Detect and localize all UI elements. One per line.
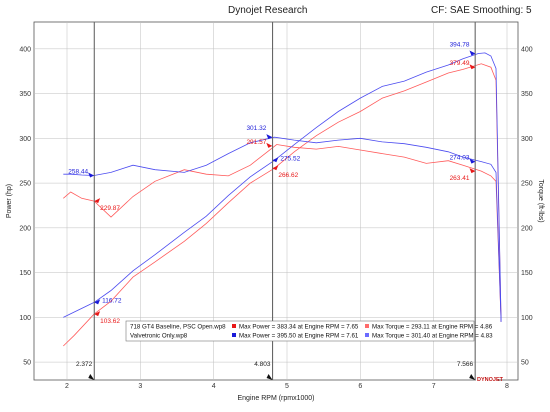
x-tick-label: 7 [432,383,436,390]
legend-swatch-baseline-power [232,324,236,328]
value-marker [88,172,95,178]
y-tick-label-right: 400 [521,46,533,53]
value-marker [272,157,279,163]
y-tick-label-left: 350 [19,91,31,98]
value-marker [94,198,101,204]
rpm-cursors: 2.372 4.803 7.566 [76,22,476,380]
curves [63,52,502,347]
value-label: 301.32 [246,125,266,132]
plot-area [33,21,519,381]
value-label: 229.87 [100,205,120,212]
value-label: 274.03 [450,155,470,162]
y-tick-label-right: 100 [521,315,533,322]
x-tick-label: 2 [65,383,69,390]
legend-run-valvetronic: Valvetronic Only.wp8 [130,333,188,340]
x-axis-label: Engine RPM (rpmx1000) [237,395,314,402]
cursor-marker [266,374,273,380]
value-label: 263.41 [450,175,470,182]
legend-valvetronic-torque: Max Torque = 301.40 at Engine RPM = 4.83 [372,333,493,340]
value-label: 116.72 [102,297,122,304]
cursor-label: 7.566 [457,361,474,368]
x-tick-label: 3 [138,383,142,390]
legend-valvetronic-power: Max Power = 395.50 at Engine RPM = 7.61 [239,333,359,340]
value-label: 275.52 [280,155,300,162]
y-tick-label-left: 400 [19,46,31,53]
legend-swatch-baseline-torque [365,324,369,328]
value-marker [469,50,476,56]
y-tick-label-right: 200 [521,225,533,232]
brand-logo: DYNOJET [476,375,504,383]
cursor-label: 2.372 [76,361,93,368]
y-tick-label-left: 200 [19,225,31,232]
series-line-baseline-power [63,63,502,347]
legend-baseline-torque: Max Torque = 293.11 at Engine RPM = 4.86 [372,324,493,331]
value-label: 103.62 [100,318,120,325]
series-line-valvetronic-torque [63,136,502,322]
y-tick-label-left: 300 [19,136,31,143]
chart-title: Dynojet Research [228,5,308,16]
legend-swatch-valvetronic-torque [365,333,369,337]
legend-box: 718 GT4 Baseline, PSC Open.wp8 Max Power… [125,320,493,342]
value-marker [272,165,279,171]
y-tick-label-right: 150 [521,270,533,277]
value-label: 291.57 [246,139,266,146]
value-label: 379.49 [450,60,470,67]
x-tick-label: 4 [212,383,216,390]
y-axis-label-left: Power (hp) [6,184,13,218]
legend-run-baseline: 718 GT4 Baseline, PSC Open.wp8 [130,324,226,331]
cursor-label: 4.803 [254,361,271,368]
series-line-baseline-torque [63,144,502,322]
value-marker [266,142,273,148]
value-label: 258.44 [68,169,88,176]
smoothing-info: CF: SAE Smoothing: 5 [431,5,532,16]
cursor-marker [469,374,476,380]
y-tick-label-left: 150 [19,270,31,277]
annotations: 258.44 229.87 116.72 103.62 301.32 291.57 275.… [68,42,476,325]
value-marker [469,158,476,164]
y-tick-label-left: 250 [19,181,31,188]
value-marker [94,299,101,305]
y-tick-label-right: 50 [521,360,529,367]
brand-text: DYNOJET [477,377,504,383]
legend-baseline-power: Max Power = 383.34 at Engine RPM = 7.65 [239,324,359,331]
x-tick-label: 6 [358,383,362,390]
value-marker [469,64,476,70]
y-tick-label-right: 300 [521,136,533,143]
value-marker [469,168,476,174]
value-marker [94,311,101,317]
x-tick-label: 5 [285,383,289,390]
series-line-valvetronic-power [63,52,502,322]
value-marker [266,134,273,140]
y-tick-label-left: 100 [19,315,31,322]
value-label: 394.78 [450,42,470,49]
legend-swatch-valvetronic-power [232,333,236,337]
y-tick-label-left: 50 [23,360,31,367]
y-tick-label-right: 350 [521,91,533,98]
cursor-marker [88,374,95,380]
y-tick-label-right: 250 [521,181,533,188]
value-label: 266.62 [278,172,298,179]
x-tick-label: 8 [505,383,509,390]
grid-lines: 2 3 4 5 6 7 8 50 50 100 100 150 150 200 200 250 250 300 30… [19,22,533,390]
y-axis-label-right: Torque (ft-lbs) [537,179,544,222]
